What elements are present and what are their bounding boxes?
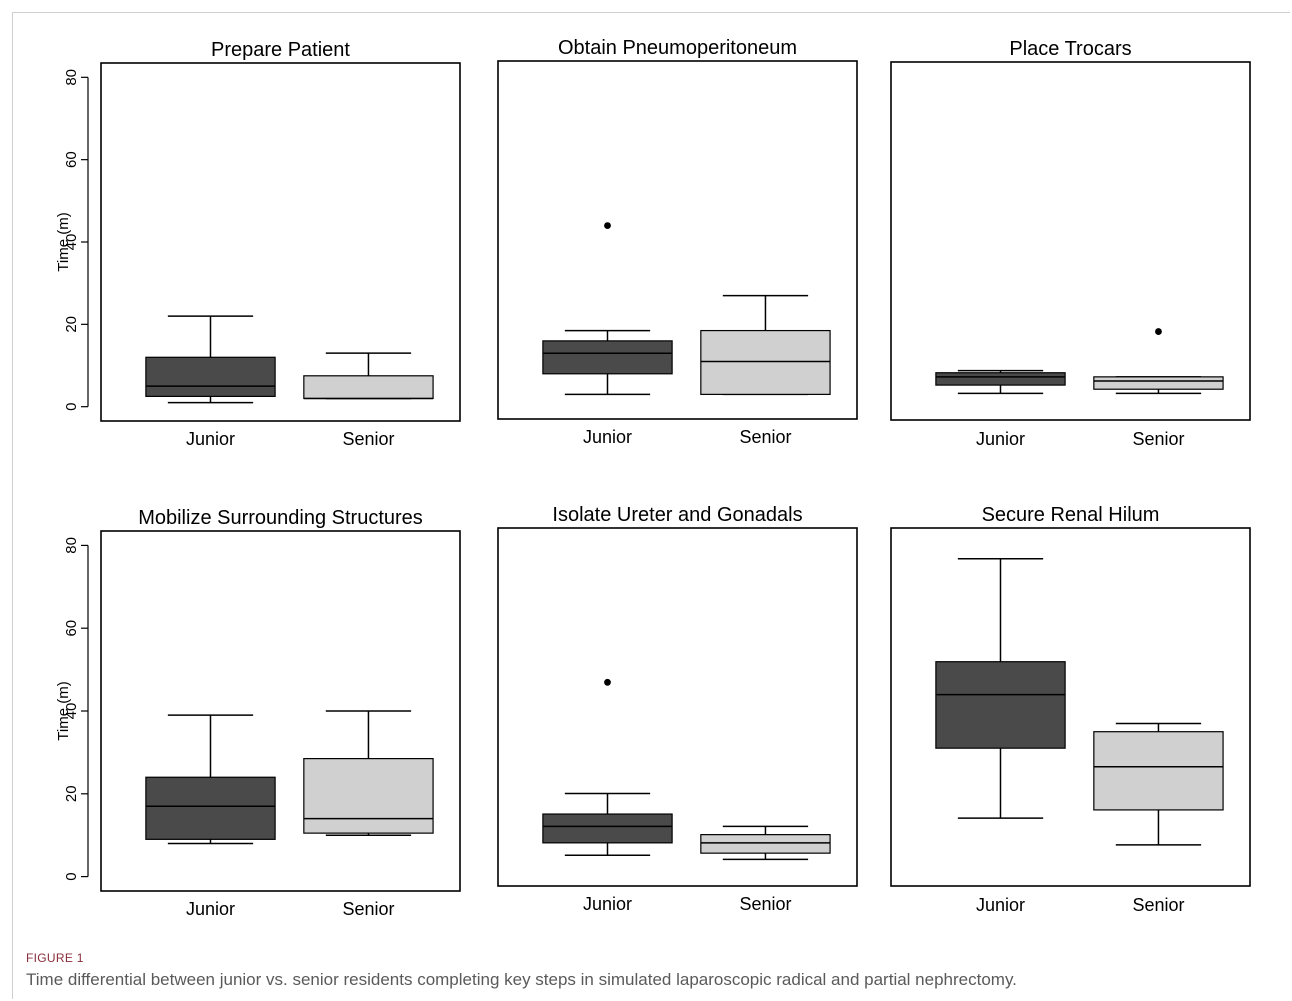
y-axis-label: Time (m) [55,212,72,271]
figure-caption: FIGURE 1 Time differential between junio… [26,951,1276,990]
x-tick-label: Senior [1132,895,1184,915]
box-senior [303,375,434,400]
plot-frame [100,62,461,422]
x-tick-label: Junior [976,429,1025,449]
plot-frame [890,527,1251,887]
box-senior [303,758,434,834]
box-senior [1093,376,1224,390]
chart-panel-5: Isolate Ureter and Gonadals Junior Senior [497,504,858,914]
box-senior [1093,731,1224,811]
chart-title: Mobilize Surrounding Structures [138,507,423,529]
box-junior [145,356,276,397]
figure-frame [12,12,1290,999]
box-junior [935,661,1066,749]
x-tick-label: Senior [342,429,394,449]
y-axis-label: Time (m) [55,681,72,740]
chart-panel-6: Secure Renal Hilum Junior Senior [890,504,1251,915]
y-tick-label: 80 [63,537,80,554]
y-tick-label: 0 [63,872,80,880]
y-tick-label: 60 [63,151,80,168]
y-tick-label: 40 [63,234,80,251]
chart-panel-3: Place Trocars Junior Senior [890,38,1251,449]
x-tick-label: Junior [976,895,1025,915]
box-junior [542,340,673,375]
x-tick-label: Senior [739,894,791,914]
box-junior [935,372,1066,386]
x-tick-label: Junior [583,894,632,914]
chart-panel-4: Mobilize Surrounding Structures 0 20 40 60 80… [55,507,461,919]
chart-panel-1: Prepare Patient 0 20 40 60 80 Time (m) Junior Se… [55,39,461,449]
x-tick-label: Junior [186,429,235,449]
x-tick-label: Junior [583,427,632,447]
y-tick-label: 80 [63,69,80,86]
outlier-point [604,678,611,686]
plot-frame [497,527,858,887]
outlier-point [604,222,611,229]
plot-frame [890,61,1251,421]
y-tick-label: 0 [63,403,80,411]
x-tick-label: Senior [1132,429,1184,449]
chart-title: Prepare Patient [211,39,350,61]
chart-title: Obtain Pneumoperitoneum [558,37,797,59]
figure-label: FIGURE 1 [26,951,84,965]
box-senior [700,834,831,854]
chart-panel-2: Obtain Pneumoperitoneum Junior Senior [497,37,858,447]
y-tick-label: 20 [63,316,80,333]
outlier-point [1155,328,1162,335]
chart-title: Secure Renal Hilum [982,504,1160,526]
chart-title: Isolate Ureter and Gonadals [552,504,802,526]
y-tick-label: 60 [63,620,80,637]
plot-frame [100,530,461,892]
x-tick-label: Senior [739,427,791,447]
x-tick-label: Junior [186,899,235,919]
x-tick-label: Senior [342,899,394,919]
y-tick-label: 20 [63,785,80,802]
y-tick-label: 40 [63,703,80,720]
plot-frame [497,60,858,420]
figure-caption-text: Time differential between junior vs. sen… [26,970,1017,989]
box-senior [700,329,831,395]
box-junior [145,776,276,840]
box-junior [542,813,673,844]
chart-title: Place Trocars [1009,38,1131,60]
